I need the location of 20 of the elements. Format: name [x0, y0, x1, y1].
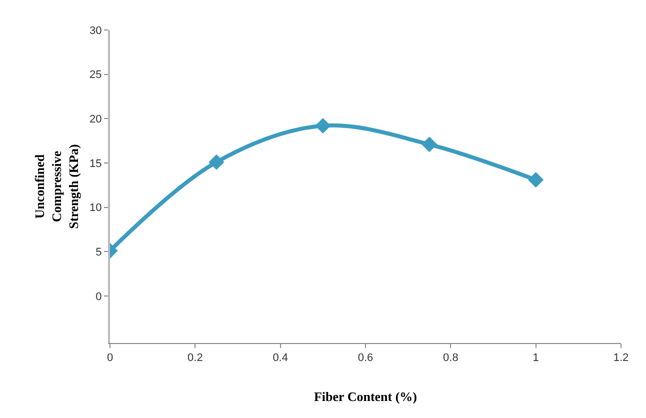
point — [315, 118, 331, 134]
x-tick-label: 0.2 — [188, 352, 203, 364]
y-tick-label: 25 — [90, 69, 102, 82]
y-tick-label: 20 — [90, 114, 102, 126]
x-axis-title: Fiber Content (%) — [314, 388, 418, 404]
x-tick-label: 1.2 — [613, 352, 629, 364]
y-tick-label: 0 — [96, 290, 102, 303]
x-tick-label: 0.8 — [443, 352, 458, 364]
point — [528, 172, 544, 188]
y-tick-label: 5 — [96, 246, 102, 259]
y-tick-label: 10 — [90, 202, 102, 214]
y-tick-label: 15 — [90, 158, 102, 170]
y-tick-label: 30 — [90, 24, 102, 37]
y-axis-title: Unconfined Compressive Strength (KPa) — [32, 144, 81, 229]
point — [208, 154, 224, 170]
point — [422, 136, 438, 152]
x-tick-label: 0.4 — [272, 352, 288, 364]
x-tick-label: 1 — [532, 352, 539, 364]
x-tick-label: 0 — [106, 352, 114, 364]
x-tick-label: 0.6 — [358, 352, 374, 364]
